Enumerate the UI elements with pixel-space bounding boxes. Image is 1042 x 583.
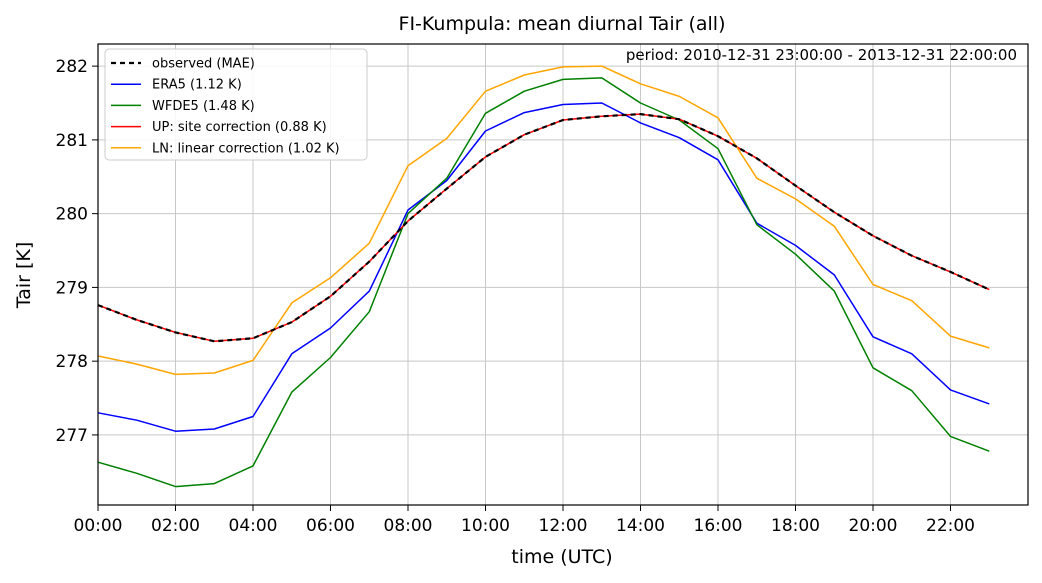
x-tick-label: 10:00: [461, 516, 510, 536]
series-line-wfde5: [97, 77, 990, 488]
y-tick-label: 277: [56, 426, 88, 446]
x-tick-label: 18:00: [771, 516, 820, 536]
x-tick-label: 22:00: [926, 516, 975, 536]
legend-entry: LN: linear correction (1.02 K): [152, 141, 340, 156]
x-tick-label: 06:00: [306, 516, 355, 536]
y-tick-label: 281: [56, 131, 88, 151]
legend-entry: observed (MAE): [152, 57, 255, 72]
x-tick-label: 14:00: [616, 516, 665, 536]
series-line-observed: [97, 112, 990, 343]
y-axis-label: Tair [K]: [13, 242, 35, 310]
x-tick-label: 12:00: [539, 516, 588, 536]
period-annotation: period: 2010-12-31 23:00:00 - 2013-12-31…: [626, 46, 1017, 64]
y-tick-label: 279: [56, 278, 88, 298]
y-tick-label: 280: [56, 205, 88, 225]
grid: [97, 44, 1028, 505]
y-axis-ticks: 277 278 279 280 281 282: [56, 57, 98, 446]
legend: observed (MAE) ERA5 (1.12 K) WFDE5 (1.48 K…: [104, 48, 368, 161]
y-tick-label: 278: [56, 352, 88, 372]
chart-title: FI-Kumpula: mean diurnal Tair (all): [399, 13, 726, 35]
legend-entry: UP: site correction (0.88 K): [152, 120, 327, 135]
legend-entry: WFDE5 (1.48 K): [152, 99, 255, 114]
x-tick-label: 20:00: [849, 516, 898, 536]
x-axis-ticks: 00:00 02:00 04:00 06:00 08:00 10:00 12:00 14:00…: [74, 505, 975, 536]
series-lines: [97, 65, 990, 488]
legend-box: [104, 48, 368, 161]
x-tick-label: 08:00: [384, 516, 433, 536]
series-line-ln: [97, 65, 990, 376]
x-tick-label: 04:00: [229, 516, 278, 536]
legend-entry: ERA5 (1.12 K): [152, 78, 242, 93]
x-tick-label: 00:00: [74, 516, 123, 536]
x-tick-label: 02:00: [151, 516, 200, 536]
x-tick-label: 16:00: [694, 516, 743, 536]
y-tick-label: 282: [56, 57, 88, 77]
series-line-era5: [97, 102, 990, 432]
x-axis-label: time (UTC): [511, 546, 612, 568]
